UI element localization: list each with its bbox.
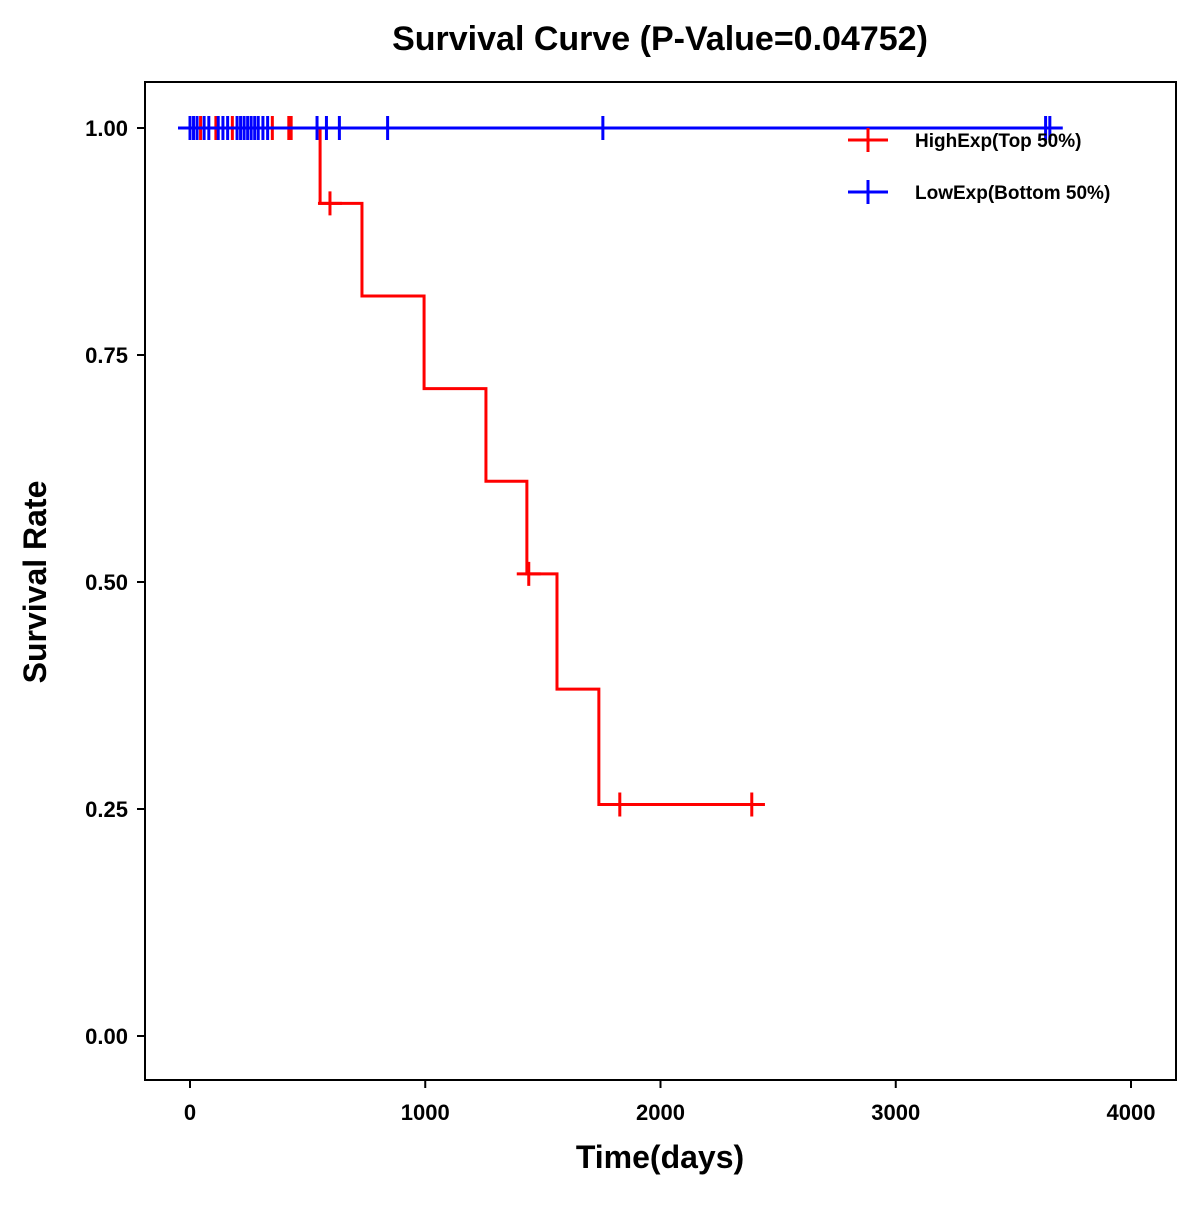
y-tick-label: 0.75 <box>85 343 128 368</box>
censor-mark <box>516 561 541 586</box>
censor-mark <box>590 116 615 140</box>
y-tick-label: 0.00 <box>85 1024 128 1049</box>
legend-label: LowExp(Bottom 50%) <box>915 183 1110 204</box>
plot-frame <box>144 81 1177 1081</box>
y-tick-label: 0.25 <box>85 797 128 822</box>
x-axis-label: Time(days) <box>576 1139 744 1175</box>
legend-marker <box>848 180 888 204</box>
censor-mark <box>255 116 280 140</box>
x-tick-label: 0 <box>184 1100 196 1125</box>
x-tick-label: 1000 <box>401 1100 450 1125</box>
y-axis-label: Survival Rate <box>17 481 53 684</box>
censor-mark <box>317 191 342 216</box>
censor-mark <box>607 792 632 817</box>
x-tick-label: 4000 <box>1107 1100 1156 1125</box>
legend-label: HighExp(Top 50%) <box>915 131 1081 152</box>
censor-mark <box>1037 116 1062 140</box>
chart-title: Survival Curve (P-Value=0.04752) <box>392 20 928 58</box>
x-tick-label: 2000 <box>636 1100 685 1125</box>
x-tick-label: 3000 <box>871 1100 920 1125</box>
survival-curve-0 <box>190 126 765 806</box>
y-tick-label: 0.50 <box>85 570 128 595</box>
censor-mark <box>739 792 764 817</box>
legend-marker <box>848 128 888 152</box>
censor-mark <box>375 116 400 140</box>
y-tick-label: 1.00 <box>85 116 128 141</box>
censor-mark <box>327 116 352 140</box>
